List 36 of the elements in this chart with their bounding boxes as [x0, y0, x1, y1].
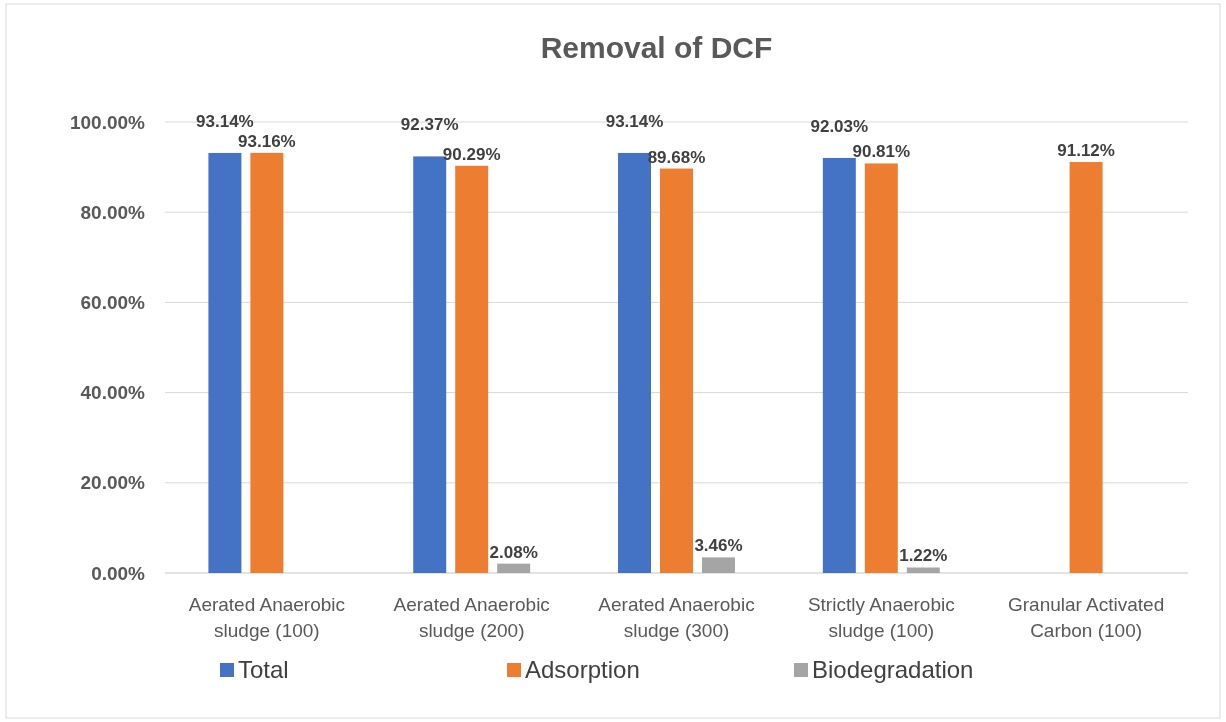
bar	[455, 165, 489, 573]
bar	[906, 567, 940, 573]
data-label: 2.08%	[489, 542, 538, 562]
y-tick-label: 40.00%	[80, 382, 146, 404]
y-tick-label: 0.00%	[91, 562, 146, 584]
data-label: 1.22%	[899, 546, 948, 566]
x-tick-label: Aerated Anaerobic sludge (100)	[188, 594, 346, 641]
legend-label: Adsorption	[525, 656, 640, 683]
bar	[864, 163, 898, 573]
bar	[1069, 162, 1103, 573]
data-label: 3.46%	[694, 536, 743, 556]
chart-title: Removal of DCF	[540, 31, 773, 64]
y-tick-label: 60.00%	[80, 292, 146, 314]
data-label: 90.81%	[852, 142, 911, 162]
bar	[701, 557, 735, 573]
data-label: 93.14%	[196, 111, 254, 131]
bar	[660, 168, 693, 573]
data-label: 92.37%	[400, 115, 459, 135]
x-tick-label: Strictly Anaerobic sludge (100)	[807, 594, 955, 641]
data-label: 93.16%	[238, 131, 296, 151]
x-tick-label: Aerated Anaerobic sludge (200)	[393, 594, 550, 641]
y-tick-label: 80.00%	[80, 201, 146, 223]
x-tick-label: Aerated Anaerobic sludge (300)	[598, 594, 755, 641]
bar	[208, 152, 242, 573]
bar	[497, 563, 531, 573]
legend-label: Total	[238, 656, 289, 683]
y-tick-label: 100.00%	[69, 111, 146, 133]
data-label: 93.14%	[605, 111, 664, 131]
x-tick-label: Granular Activated Carbon (100)	[1007, 594, 1165, 641]
y-tick-label: 20.00%	[80, 472, 146, 494]
bar	[250, 152, 284, 573]
legend-label: Biodegradation	[812, 656, 974, 683]
data-label: 90.29%	[442, 144, 501, 164]
data-label: 91.12%	[1057, 141, 1115, 161]
bar	[822, 157, 856, 573]
data-label: 92.03%	[810, 116, 869, 136]
